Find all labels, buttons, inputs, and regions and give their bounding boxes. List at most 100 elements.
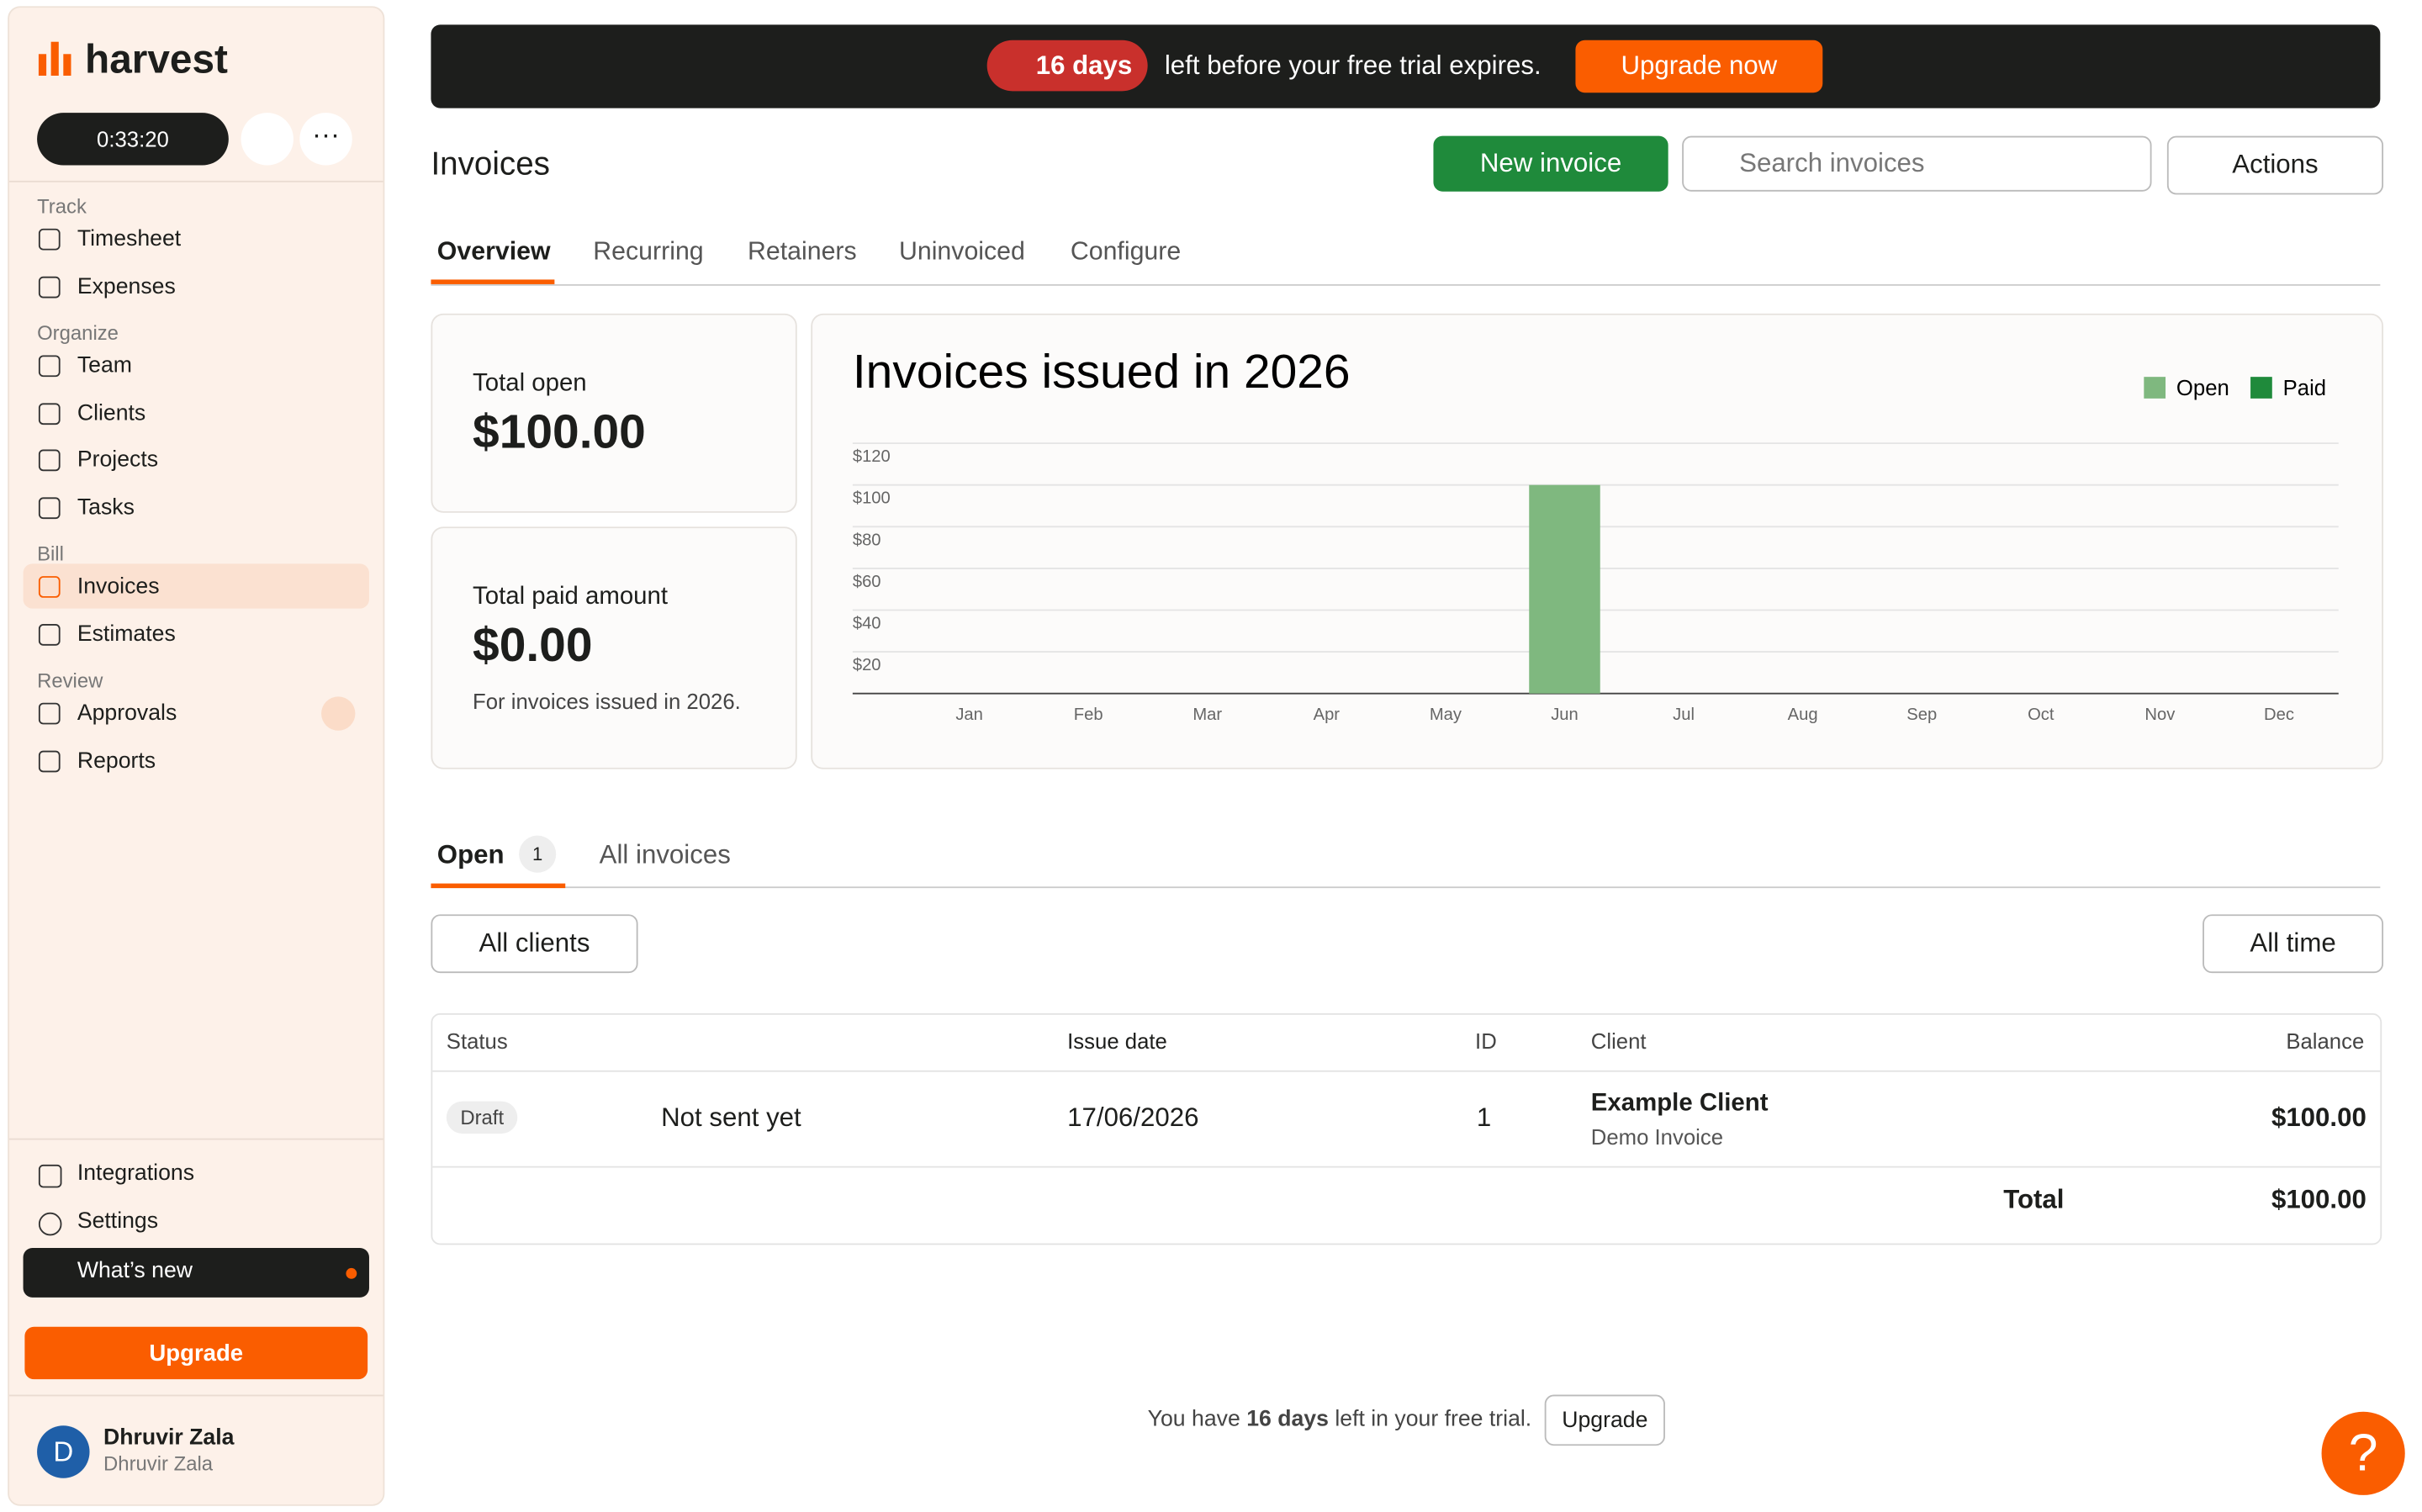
icon (38, 576, 61, 598)
section-title: Track (37, 194, 87, 218)
nav-item[interactable]: Team (77, 353, 132, 378)
divider (9, 1394, 383, 1397)
header: Client (1590, 1028, 1647, 1054)
time-filter[interactable]: All time (2203, 914, 2384, 974)
new-invoice[interactable]: New invoice (1433, 135, 1668, 192)
chart-card: Invoices issued in 2026 $20 $40 $60 $80 $100… (811, 313, 2384, 769)
search[interactable]: Search invoices (1682, 135, 2152, 192)
y-tick-label: $20 (853, 656, 881, 674)
nav-item[interactable]: What’s new (77, 1258, 193, 1284)
nav-item[interactable]: Timesheet (77, 226, 182, 252)
tab[interactable]: Configure (1070, 237, 1182, 266)
cell[interactable]: Example Client (1590, 1090, 1769, 1117)
icon (38, 749, 61, 772)
value: $0.00 (473, 617, 593, 672)
section-title: Review (37, 669, 103, 692)
nav-item[interactable]: Expenses (77, 274, 176, 299)
tab[interactable]: All invoices (599, 840, 731, 870)
more-button[interactable]: ··· (299, 113, 352, 166)
page-title: Invoices (431, 146, 550, 182)
timer[interactable]: 0:33:20 (37, 113, 229, 166)
label: Total open (473, 370, 587, 398)
x-tick-label: Mar (1192, 706, 1222, 724)
section-title: Bill (37, 542, 64, 566)
nav-item[interactable]: Invoices (77, 574, 160, 600)
icon (38, 228, 61, 251)
nav-item[interactable]: Reports (77, 748, 156, 774)
nav-item[interactable]: Tasks (77, 494, 135, 521)
open-card: Total open $100.00 (431, 313, 797, 513)
x-tick-label: Sep (1906, 706, 1937, 724)
nav-item[interactable]: Clients (77, 400, 146, 426)
text: left in your free trial. (1335, 1407, 1532, 1432)
text: You have (1147, 1407, 1240, 1432)
active-bg (23, 563, 369, 609)
header[interactable]: Issue date (1067, 1028, 1167, 1054)
tab[interactable]: Uninvoiced (898, 237, 1025, 266)
row-line (432, 1166, 2381, 1168)
header: ID (1475, 1028, 1497, 1054)
legend-label: Open (2176, 377, 2229, 400)
icon (38, 402, 61, 425)
days-pill: 16 days (986, 40, 1148, 92)
chart-title: Invoices issued in 2026 (853, 345, 1351, 399)
x-tick-label: Jul (1673, 706, 1695, 724)
banner-text: left before your free trial expires. (1164, 50, 1542, 81)
icon (38, 702, 61, 725)
new-doc-button[interactable] (241, 113, 293, 166)
divider (9, 1138, 383, 1140)
label: Total paid amount (473, 584, 669, 611)
y-tick-label: $40 (853, 615, 881, 633)
cell: 17/06/2026 (1067, 1102, 1199, 1133)
nav-item[interactable]: Projects (77, 447, 159, 473)
x-tick-label: Feb (1074, 706, 1103, 724)
row-line (432, 1070, 2381, 1072)
cell: 1 (1476, 1102, 1492, 1133)
legend-swatch (2250, 377, 2272, 399)
legend-label: Paid (2283, 377, 2326, 400)
footer-upgrade[interactable]: Upgrade (1544, 1394, 1665, 1446)
paid-card: Total paid amount $0.00 For invoices iss… (431, 526, 797, 769)
nav-item[interactable]: Integrations (77, 1161, 195, 1187)
tab[interactable]: Retainers (747, 237, 857, 266)
icon (38, 1212, 62, 1236)
logo-icon (38, 41, 71, 76)
avatar: D (37, 1425, 90, 1478)
tab[interactable]: Overview (436, 237, 551, 266)
tabs-line (431, 283, 2381, 286)
upgrade-button[interactable]: Upgrade (24, 1326, 368, 1380)
tab[interactable]: Recurring (593, 237, 704, 266)
whats-new[interactable] (23, 1248, 369, 1298)
y-tick-label: $120 (853, 447, 891, 466)
active-tab (431, 279, 555, 284)
status-badge: Draft (446, 1101, 518, 1134)
chart: Invoices issued in 2026 $20 $40 $60 $80 $100… (852, 345, 2339, 724)
note: For invoices issued in 2026. (473, 689, 741, 714)
total: $100.00 (2271, 1184, 2366, 1214)
cell: $100.00 (2271, 1102, 2366, 1133)
help-button[interactable]: ? (2321, 1411, 2405, 1495)
active-tab (431, 883, 566, 889)
nav-item[interactable]: Estimates (77, 621, 176, 647)
upgrade-now[interactable]: Upgrade now (1575, 40, 1823, 93)
icon (38, 623, 61, 645)
table (431, 1012, 2382, 1245)
user-subtitle: Dhruvir Zala (103, 1451, 214, 1476)
dot (346, 1267, 357, 1279)
trial-banner: 16 days left before your free trial expi… (431, 24, 2381, 108)
actions[interactable]: Actions (2166, 135, 2384, 195)
client-filter[interactable]: All clients (431, 914, 638, 974)
user-name: Dhruvir Zala (103, 1425, 235, 1451)
badge (321, 696, 356, 731)
nav-item[interactable]: Settings (77, 1209, 159, 1234)
days: 16 days (1246, 1407, 1329, 1432)
divider (9, 180, 383, 182)
icon (38, 355, 61, 378)
x-tick-label: Aug (1788, 706, 1818, 724)
icon (38, 449, 61, 472)
nav-item[interactable]: Approvals (77, 700, 177, 727)
tab[interactable]: Open (436, 840, 505, 870)
legend-swatch (2144, 377, 2166, 399)
icon (38, 1164, 62, 1188)
